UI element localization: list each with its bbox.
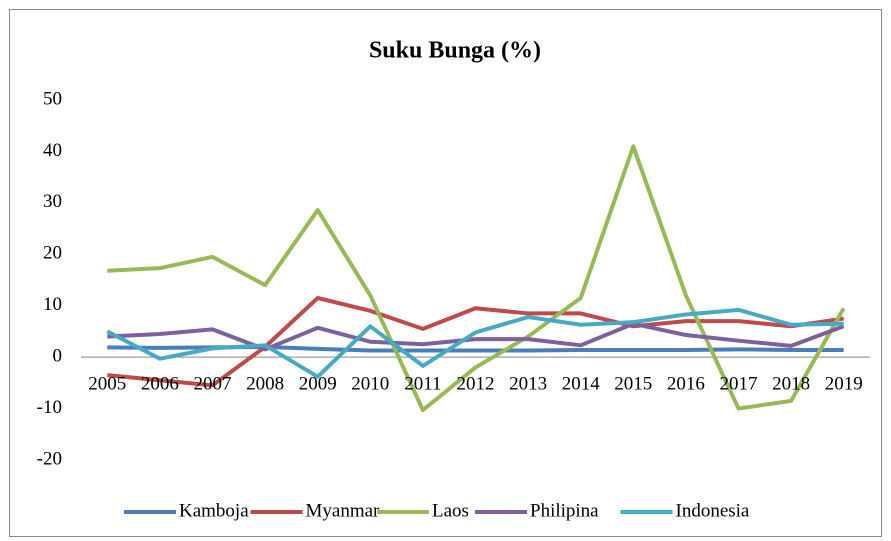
legend-label: Myanmar xyxy=(306,500,381,521)
series-line xyxy=(107,144,846,413)
x-tick-label: 2007 xyxy=(194,374,232,395)
x-tick-label: 2016 xyxy=(667,374,705,395)
y-tick-label: -20 xyxy=(37,448,62,469)
x-tick-label: 2008 xyxy=(246,374,284,395)
x-tick-label: 2019 xyxy=(825,374,863,395)
x-tick-label: 2005 xyxy=(88,374,126,395)
y-tick-label: 30 xyxy=(43,191,62,212)
series-line xyxy=(107,296,844,388)
x-tick-label: 2015 xyxy=(614,374,652,395)
y-tick-label: 50 xyxy=(43,88,62,109)
y-tick-label: 20 xyxy=(43,243,62,264)
legend-label: Philipina xyxy=(530,500,599,521)
x-tick-label: 2014 xyxy=(562,374,601,395)
x-tick-label: 2011 xyxy=(404,374,441,395)
y-tick-label: 40 xyxy=(43,140,62,161)
x-tick-label: 2012 xyxy=(457,374,495,395)
chart-border xyxy=(9,9,882,537)
y-tick-label: 10 xyxy=(43,294,62,315)
x-tick-label: 2017 xyxy=(720,374,758,395)
x-tick-label: 2018 xyxy=(772,374,810,395)
y-tick-label: -10 xyxy=(37,397,62,418)
chart-title: Suku Bunga (%) xyxy=(369,38,541,64)
legend-label: Kamboja xyxy=(179,500,249,521)
legend-label: Laos xyxy=(432,500,469,521)
series-line xyxy=(106,307,844,379)
x-tick-label: 2013 xyxy=(509,374,547,395)
y-tick-label: 0 xyxy=(53,346,63,367)
series-line xyxy=(107,321,845,352)
x-tick-label: 2010 xyxy=(351,374,389,395)
legend-label: Indonesia xyxy=(676,500,750,521)
x-tick-label: 2006 xyxy=(141,374,179,395)
x-tick-label: 2009 xyxy=(299,374,337,395)
